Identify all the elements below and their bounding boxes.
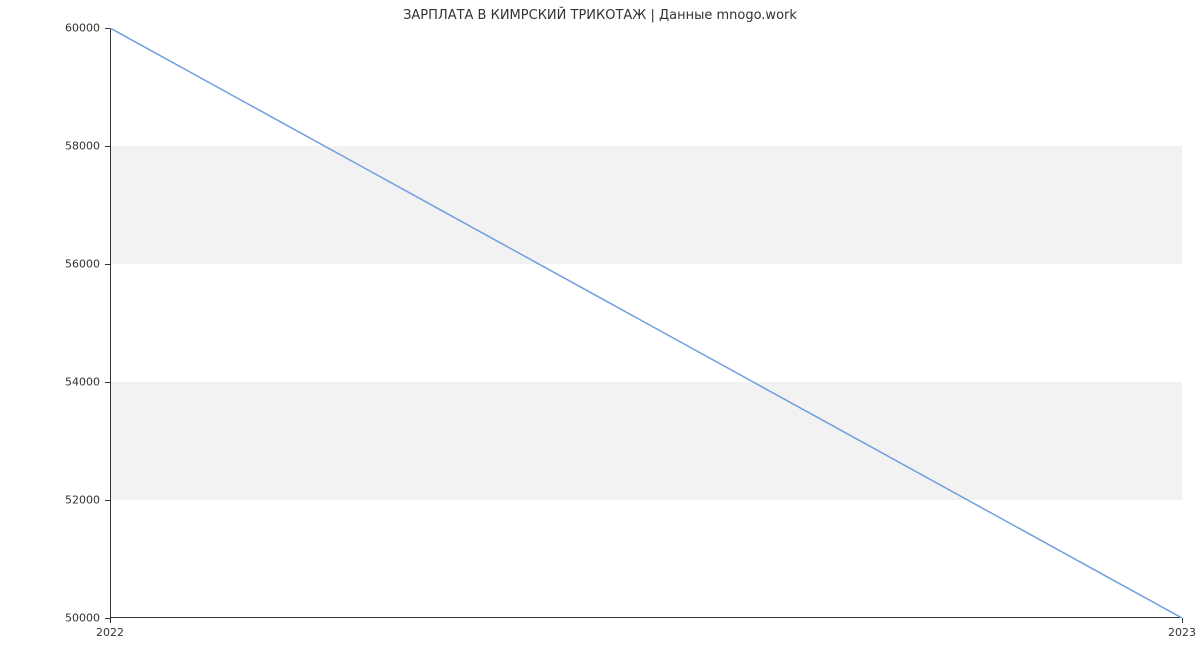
y-tick-label: 60000 <box>40 22 100 35</box>
y-tick-label: 54000 <box>40 376 100 389</box>
series-layer <box>110 28 1182 618</box>
x-tick-label: 2023 <box>1168 626 1196 639</box>
x-tick <box>1182 618 1183 623</box>
y-tick-label: 58000 <box>40 140 100 153</box>
y-tick-label: 56000 <box>40 258 100 271</box>
chart-title: ЗАРПЛАТА В КИМРСКИЙ ТРИКОТАЖ | Данные mn… <box>0 8 1200 23</box>
y-tick-label: 50000 <box>40 612 100 625</box>
x-tick-label: 2022 <box>96 626 124 639</box>
salary-line-chart: ЗАРПЛАТА В КИМРСКИЙ ТРИКОТАЖ | Данные mn… <box>0 0 1200 650</box>
x-tick <box>110 618 111 623</box>
y-tick-label: 52000 <box>40 494 100 507</box>
plot-area: 50000520005400056000580006000020222023 <box>110 28 1182 618</box>
series-line-salary <box>110 28 1182 618</box>
